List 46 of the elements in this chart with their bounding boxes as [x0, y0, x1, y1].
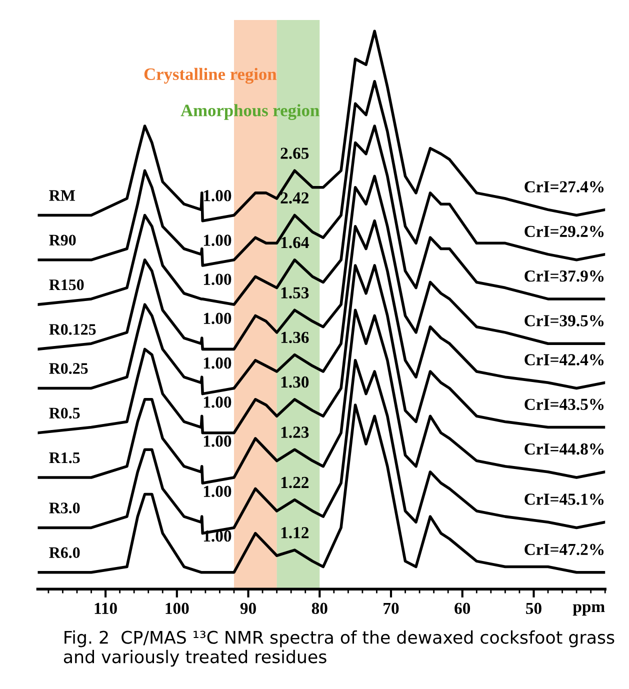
annotation: CrI=43.5%: [524, 398, 604, 410]
annotation: 1.00: [204, 312, 232, 324]
annotation: 1.00: [204, 190, 232, 202]
caption: Fig. 2 CP/MAS ¹³C NMR spectra of the dewaxed cocksfoot grass and variously treated residues: [64, 630, 614, 667]
x-tick-label: 50: [526, 602, 542, 614]
annotation: 1.00: [204, 234, 232, 246]
band-label: Crystalline region: [144, 68, 277, 84]
series-label: R90: [49, 234, 76, 246]
annotation: CrI=45.1%: [524, 494, 604, 505]
annotation: 1.22: [281, 476, 309, 488]
x-tick-label: 100: [166, 602, 189, 614]
annotation: 1.00: [204, 436, 232, 447]
annotation: 1.36: [281, 332, 309, 344]
annotation: 2.65: [280, 148, 309, 159]
series-label: R3.0: [49, 502, 80, 514]
annotation: CrI=47.2%: [524, 544, 604, 556]
annotation: CrI=37.9%: [524, 270, 604, 282]
series-label: R0.5: [49, 408, 80, 419]
series-label: R1.5: [49, 452, 80, 464]
annotation: CrI=44.8%: [524, 443, 604, 455]
x-tick-label: 80: [312, 602, 328, 614]
annotation: CrI=39.5%: [524, 315, 604, 326]
annotation: 1.53: [281, 287, 309, 298]
annotation: 1.30: [281, 376, 309, 388]
annotation: CrI=29.2%: [524, 226, 604, 238]
x-tick-label: 110: [94, 602, 117, 614]
annotation: 2.42: [280, 192, 309, 204]
series-label: R6.0: [49, 547, 80, 558]
x-tick-label: 90: [240, 602, 256, 614]
series-label: RM: [49, 190, 75, 201]
annotation: 1.00: [204, 486, 232, 498]
annotation: 1.23: [281, 426, 309, 438]
series-label: R150: [49, 279, 84, 290]
annotation: 1.64: [281, 236, 309, 248]
band-label: Amorphous region: [180, 104, 320, 120]
x-tick-label: 60: [454, 602, 470, 614]
series-label: R0.125: [49, 324, 96, 335]
annotation: 1.00: [204, 357, 232, 369]
annotation: CrI=42.4%: [524, 354, 604, 366]
x-axis-title: ppm: [572, 604, 605, 616]
annotation: 1.00: [204, 274, 232, 286]
annotation: CrI=27.4%: [524, 181, 604, 192]
x-tick-label: 70: [384, 602, 399, 614]
annotation: 1.00: [204, 396, 232, 408]
annotation: 1.12: [281, 527, 309, 538]
series-label: R0.25: [49, 363, 88, 374]
